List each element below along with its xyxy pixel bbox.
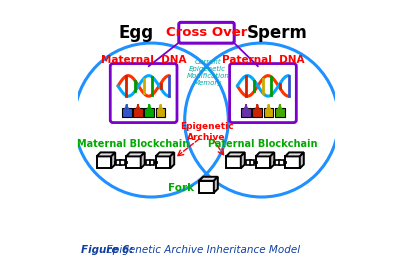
Polygon shape <box>285 156 300 168</box>
Bar <box>150 160 154 165</box>
Text: Paternal  DNA: Paternal DNA <box>222 55 304 65</box>
Text: Figure 6:: Figure 6: <box>81 245 133 255</box>
Polygon shape <box>111 152 115 168</box>
Polygon shape <box>126 156 141 168</box>
Polygon shape <box>97 156 111 168</box>
Text: Sperm: Sperm <box>247 24 308 42</box>
Polygon shape <box>126 152 145 156</box>
Polygon shape <box>256 156 270 168</box>
Bar <box>122 108 132 117</box>
Polygon shape <box>214 177 218 193</box>
Bar <box>250 160 254 165</box>
Polygon shape <box>199 181 214 193</box>
Text: Cross Over: Cross Over <box>166 26 247 39</box>
Polygon shape <box>241 152 245 168</box>
Bar <box>246 160 251 165</box>
Polygon shape <box>256 152 274 156</box>
Polygon shape <box>300 152 304 168</box>
Bar <box>146 160 150 165</box>
Text: Epigenetic
Archive: Epigenetic Archive <box>180 122 233 142</box>
Polygon shape <box>156 156 170 168</box>
Bar <box>145 108 154 117</box>
Bar <box>264 108 273 117</box>
Text: Maternal Blockchain: Maternal Blockchain <box>77 139 190 149</box>
FancyBboxPatch shape <box>230 63 296 123</box>
FancyBboxPatch shape <box>110 63 177 123</box>
Bar <box>120 160 125 165</box>
Bar <box>156 108 166 117</box>
Polygon shape <box>226 156 241 168</box>
Text: Egg: Egg <box>119 24 154 42</box>
Text: Paternal Blockchain: Paternal Blockchain <box>208 139 318 149</box>
Bar <box>241 108 251 117</box>
Polygon shape <box>170 152 174 168</box>
Polygon shape <box>141 152 145 168</box>
Text: Fork: Fork <box>168 183 194 193</box>
Bar <box>252 108 262 117</box>
Text: Maternal  DNA: Maternal DNA <box>101 55 186 65</box>
Bar <box>116 160 121 165</box>
Polygon shape <box>156 152 174 156</box>
Polygon shape <box>285 152 304 156</box>
Text: Current
Epigenetic
Modification
Memory: Current Epigenetic Modification Memory <box>186 59 229 86</box>
Polygon shape <box>199 177 218 181</box>
Polygon shape <box>97 152 115 156</box>
Bar <box>133 108 143 117</box>
Text: Epigenetic Archive Inheritance Model: Epigenetic Archive Inheritance Model <box>102 245 300 255</box>
Polygon shape <box>270 152 274 168</box>
Bar <box>275 108 285 117</box>
Polygon shape <box>226 152 245 156</box>
Bar <box>279 160 284 165</box>
FancyBboxPatch shape <box>179 22 234 43</box>
Bar <box>275 160 280 165</box>
